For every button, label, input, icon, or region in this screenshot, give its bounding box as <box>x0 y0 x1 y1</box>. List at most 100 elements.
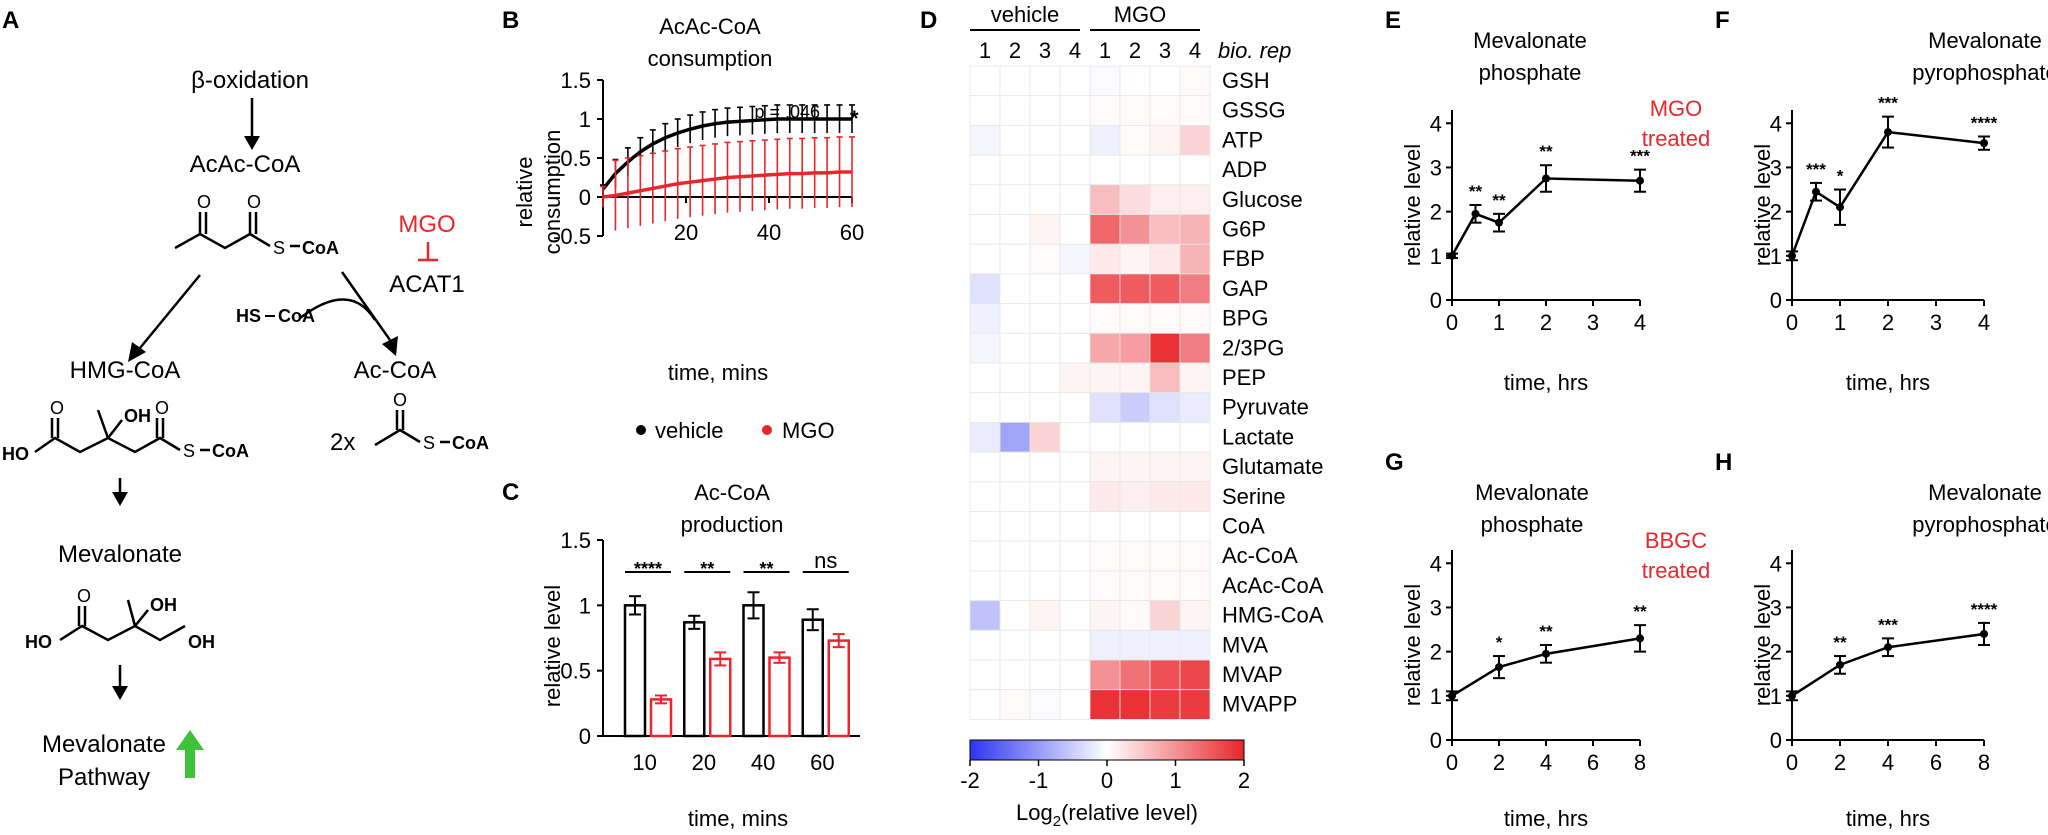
heatmap-cell <box>1179 154 1211 186</box>
heatmap-cell <box>1119 65 1151 97</box>
x-tick-label: 4 <box>1540 750 1552 775</box>
acac-coa-structure <box>174 212 300 250</box>
x-tick-label: 2 <box>1882 310 1894 335</box>
heatmap-cell <box>1119 659 1151 691</box>
heatmap-cell <box>1029 273 1061 304</box>
y-axis-label: relative level <box>1750 584 1775 706</box>
heatmap-cell <box>999 659 1031 691</box>
significance-label: ** <box>1469 182 1483 201</box>
data-point <box>1636 176 1644 185</box>
heatmap-cell <box>1179 600 1211 631</box>
y-tick-label: 1 <box>579 107 591 132</box>
y-tick-label: 0 <box>1770 288 1782 313</box>
atom-oh: OH <box>188 632 215 652</box>
legend-label-mgo: MGO <box>782 418 835 443</box>
heatmap-cell <box>969 481 1001 512</box>
x-tick-label: 40 <box>757 220 781 245</box>
y-tick-label: 0 <box>579 724 591 749</box>
data-point <box>1884 643 1892 652</box>
heatmap-cell <box>969 65 1001 97</box>
heatmap-cell <box>999 214 1031 245</box>
heatmap-cell <box>969 511 1001 542</box>
heatmap-cell <box>999 125 1031 156</box>
x-tick-label: 3 <box>1930 310 1942 335</box>
heatmap-cell <box>1089 481 1121 512</box>
heatmap-cell <box>1149 511 1181 542</box>
heatmap-cell <box>1059 451 1091 483</box>
heatmap-cell <box>1119 125 1151 156</box>
heatmap-cell <box>1059 689 1091 720</box>
significance-label: ** <box>1539 142 1553 161</box>
column-label: 2 <box>1009 38 1021 63</box>
row-label: Glucose <box>1222 187 1303 212</box>
coa-label: CoA <box>452 433 489 453</box>
data-point <box>1884 128 1892 137</box>
x-tick-label: 2 <box>1493 750 1505 775</box>
heatmap-cell <box>1149 125 1181 156</box>
heatmap-cell <box>1179 421 1211 453</box>
heatmap-cell <box>999 243 1031 275</box>
y-tick-label: 0.5 <box>560 146 591 171</box>
x-tick-label: 10 <box>632 750 656 775</box>
data-point <box>1788 251 1796 260</box>
significance-label: ** <box>1633 602 1647 621</box>
heatmap-cell <box>1149 273 1181 304</box>
heatmap-cell <box>999 362 1031 394</box>
heatmap-cell <box>969 154 1001 186</box>
heatmap-cell <box>1119 154 1151 186</box>
heatmap-cell <box>999 481 1031 512</box>
atom-o: O <box>393 390 407 410</box>
heatmap-cell <box>1029 65 1061 97</box>
heatmap-cell <box>999 629 1031 661</box>
heatmap-cell <box>1179 303 1211 334</box>
arrowhead-to-pathway <box>112 686 128 700</box>
mgo-treated-label: treated <box>1642 126 1711 151</box>
data-point <box>1788 691 1796 700</box>
heatmap-cell <box>969 421 1001 453</box>
significance-label: * <box>1496 633 1503 652</box>
heatmap-cell <box>969 689 1001 720</box>
heatmap-cell <box>1119 451 1151 483</box>
heatmap-cell <box>1119 332 1151 364</box>
y-tick-label: 1 <box>1770 684 1782 709</box>
chart-title: Mevalonate <box>1475 480 1589 505</box>
y-tick-label: 3 <box>1770 155 1782 180</box>
heatmap-cell <box>1059 125 1091 156</box>
panel-label-a: A <box>2 7 19 34</box>
row-label: MVA <box>1222 632 1268 657</box>
colorbar-tick-label: 1 <box>1169 768 1181 793</box>
panel-label-g: G <box>1385 449 1404 476</box>
atom-s: S <box>273 238 285 258</box>
row-label: FBP <box>1222 246 1265 271</box>
y-tick-label: 1 <box>579 593 591 618</box>
heatmap-cell <box>969 95 1001 126</box>
heatmap-cell <box>1149 303 1181 334</box>
acetyl-coa-label: Ac-CoA <box>354 357 437 384</box>
hmg-coa-label: HMG-CoA <box>70 357 181 384</box>
x-tick-label: 40 <box>751 750 775 775</box>
x-tick-label: 6 <box>1587 750 1599 775</box>
significance-label: *** <box>1878 94 1898 113</box>
series-line <box>1791 632 1985 697</box>
heatmap-cell <box>1029 362 1061 394</box>
pathway-diagram: β-oxidation AcAc-CoA O O S CoA MGO ACAT1… <box>2 67 489 791</box>
bar-mgo <box>768 656 791 738</box>
panel-c-bar-chart: Ac-CoA production relative level time, m… <box>540 480 860 831</box>
pathway-label-line2: Pathway <box>58 764 150 791</box>
heatmap-cell <box>1179 65 1211 97</box>
stoichiometry-label: 2x <box>330 429 355 456</box>
row-label: G6P <box>1222 217 1266 242</box>
mgo-inhibitor-label: MGO <box>398 211 455 238</box>
heatmap-cell <box>1179 125 1211 156</box>
heatmap-cell <box>1119 481 1151 512</box>
heatmap-cell <box>1059 600 1091 631</box>
x-tick-label: 3 <box>1587 310 1599 335</box>
heatmap-cell <box>1059 303 1091 334</box>
acetyl-coa-structure <box>374 410 450 447</box>
column-label: 3 <box>1039 38 1051 63</box>
hs-label: HS <box>236 306 261 326</box>
heatmap-cell <box>1179 570 1211 602</box>
colorbar-tick-label: 0 <box>1101 768 1113 793</box>
heatmap-cell <box>1089 392 1121 423</box>
chart-title: Mevalonate <box>1928 28 2042 53</box>
